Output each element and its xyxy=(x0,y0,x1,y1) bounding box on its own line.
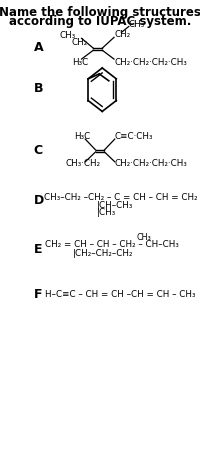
Text: CH₂: CH₂ xyxy=(71,38,87,47)
Text: |CH₃: |CH₃ xyxy=(97,207,116,216)
Text: H–C≡C – CH = CH –CH = CH – CH₃: H–C≡C – CH = CH –CH = CH – CH₃ xyxy=(45,290,196,299)
Text: Name the following structures: Name the following structures xyxy=(0,6,200,19)
Text: C: C xyxy=(34,144,43,158)
Text: CH₃: CH₃ xyxy=(136,234,151,243)
Text: H₃C: H₃C xyxy=(74,131,90,140)
Text: F: F xyxy=(34,288,42,301)
Text: H₃C: H₃C xyxy=(72,58,88,67)
Text: CH₂ = CH – CH – CH₂ – CH–CH₃: CH₂ = CH – CH – CH₂ – CH–CH₃ xyxy=(45,240,179,249)
Text: D: D xyxy=(34,194,44,207)
Text: B: B xyxy=(34,82,43,95)
Text: |CH₂–CH₂–CH₂: |CH₂–CH₂–CH₂ xyxy=(73,249,133,258)
Text: E: E xyxy=(34,243,42,256)
Text: |CH–CH₃: |CH–CH₃ xyxy=(97,201,133,210)
Text: CH₃–CH₂ –CH₂ – C = CH – CH = CH₂: CH₃–CH₂ –CH₂ – C = CH – CH = CH₂ xyxy=(44,193,198,202)
Text: according to IUPAC system.: according to IUPAC system. xyxy=(9,15,191,28)
Text: CH₃: CH₃ xyxy=(59,31,76,40)
Text: CH₂·CH₂·CH₂·CH₃: CH₂·CH₂·CH₂·CH₃ xyxy=(115,159,188,168)
Text: CH₃: CH₃ xyxy=(129,20,145,29)
Text: CH₂: CH₂ xyxy=(114,30,130,39)
Text: A: A xyxy=(34,40,43,54)
Text: CH₃·CH₂: CH₃·CH₂ xyxy=(65,159,100,168)
Text: C≡C·CH₃: C≡C·CH₃ xyxy=(115,131,153,140)
Text: CH₂·CH₂·CH₂·CH₃: CH₂·CH₂·CH₂·CH₃ xyxy=(114,58,187,67)
